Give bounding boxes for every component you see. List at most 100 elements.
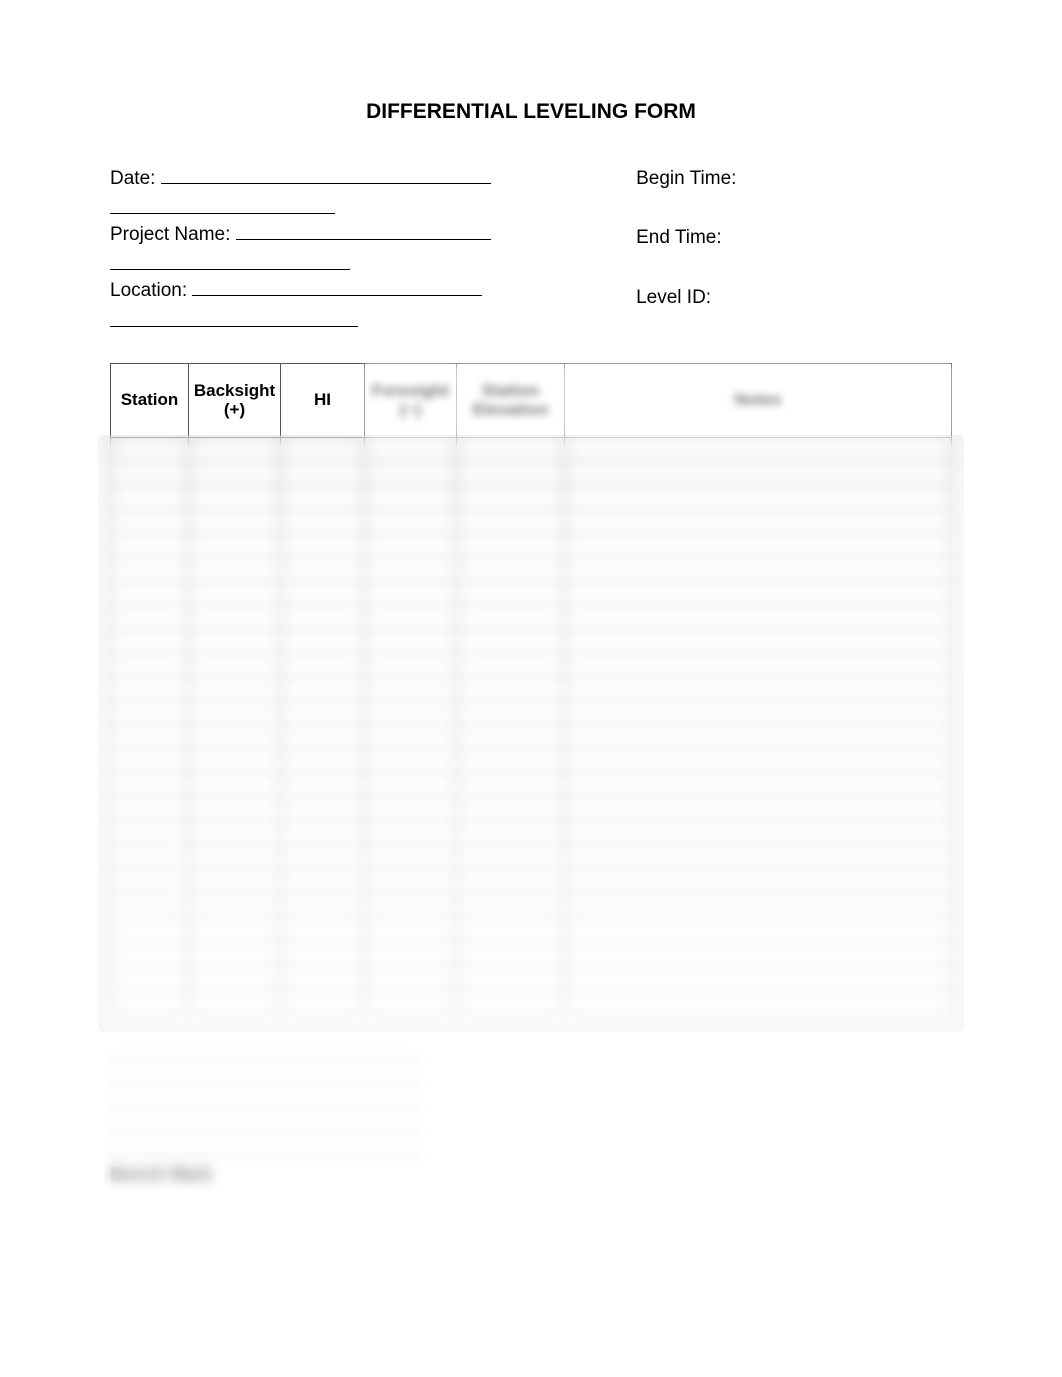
- table-cell: [365, 509, 457, 533]
- location-blank-line2: [110, 310, 358, 327]
- table-cell: [111, 629, 189, 653]
- header-fields: Date: Project Name: Location: Begin Time…: [110, 164, 952, 333]
- table-cell: [565, 989, 952, 1013]
- col-header-notes: Notes: [565, 363, 952, 437]
- table-cell: [189, 605, 281, 629]
- table-row: [111, 677, 952, 701]
- table-row: [111, 581, 952, 605]
- table-cell: [281, 797, 365, 821]
- table-cell: [111, 749, 189, 773]
- table-cell: [281, 533, 365, 557]
- table-cell: [565, 725, 952, 749]
- date-label: Date:: [110, 168, 155, 189]
- table-cell: [565, 533, 952, 557]
- table-row: [111, 773, 952, 797]
- table-cell: [565, 629, 952, 653]
- table-cell: [365, 941, 457, 965]
- location-label: Location:: [110, 280, 187, 301]
- table-row: [111, 893, 952, 917]
- table-row: [111, 509, 952, 533]
- table-row: [111, 821, 952, 845]
- table-row: [111, 437, 952, 461]
- table-cell: [565, 773, 952, 797]
- table-cell: [281, 485, 365, 509]
- table-cell: [111, 893, 189, 917]
- table-cell: [457, 893, 565, 917]
- table-cell: [189, 533, 281, 557]
- col-header-station: Station: [111, 363, 189, 437]
- table-cell: [457, 773, 565, 797]
- table-cell: [111, 797, 189, 821]
- table-cell: [281, 509, 365, 533]
- table-cell: [111, 725, 189, 749]
- level-id-label: Level ID:: [636, 287, 711, 308]
- col-header-station-text: Station: [121, 390, 179, 409]
- table-cell: [281, 677, 365, 701]
- table-cell: [281, 581, 365, 605]
- table-cell: [111, 845, 189, 869]
- table-row: [111, 989, 952, 1013]
- footer-blank-line: [110, 1140, 420, 1156]
- table-cell: [565, 821, 952, 845]
- table-cell: [189, 485, 281, 509]
- table-cell: [189, 845, 281, 869]
- table-row: [111, 797, 952, 821]
- table-row: [111, 461, 952, 485]
- table-cell: [189, 677, 281, 701]
- table-cell: [457, 677, 565, 701]
- table-cell: [457, 653, 565, 677]
- table-cell: [565, 677, 952, 701]
- table-cell: [457, 485, 565, 509]
- table-cell: [365, 749, 457, 773]
- data-sheet: Station Backsight (+) HI Foresight (−) S…: [110, 363, 952, 1014]
- table-cell: [457, 581, 565, 605]
- table-cell: [111, 461, 189, 485]
- end-time-field: End Time:: [636, 223, 952, 252]
- table-cell: [457, 533, 565, 557]
- table-cell: [565, 485, 952, 509]
- table-cell: [365, 581, 457, 605]
- table-cell: [189, 917, 281, 941]
- table-cell: [565, 581, 952, 605]
- table-cell: [565, 941, 952, 965]
- footer-block: Bench Mark: [110, 1044, 420, 1185]
- col-header-notes-text: Notes: [734, 390, 781, 409]
- table-cell: [365, 989, 457, 1013]
- table-cell: [365, 965, 457, 989]
- table-cell: [111, 869, 189, 893]
- table-row: [111, 941, 952, 965]
- table-cell: [565, 605, 952, 629]
- table-cell: [189, 557, 281, 581]
- table-row: [111, 701, 952, 725]
- form-title: DIFFERENTIAL LEVELING FORM: [110, 100, 952, 124]
- date-blank-line2: [110, 197, 335, 214]
- table-cell: [111, 701, 189, 725]
- table-cell: [189, 581, 281, 605]
- table-cell: [189, 893, 281, 917]
- table-cell: [281, 653, 365, 677]
- table-cell: [457, 869, 565, 893]
- table-cell: [365, 773, 457, 797]
- table-body: [111, 437, 952, 1013]
- table-cell: [457, 461, 565, 485]
- location-blank: [192, 277, 482, 297]
- begin-time-field: Begin Time:: [636, 164, 952, 193]
- table-cell: [365, 797, 457, 821]
- table-cell: [189, 509, 281, 533]
- date-field: Date:: [110, 164, 496, 193]
- table-cell: [457, 965, 565, 989]
- table-cell: [189, 725, 281, 749]
- table-cell: [281, 917, 365, 941]
- table-cell: [111, 557, 189, 581]
- footer-blank-line: [110, 1044, 420, 1060]
- table-cell: [281, 725, 365, 749]
- table-cell: [365, 557, 457, 581]
- table-cell: [281, 773, 365, 797]
- table-cell: [565, 461, 952, 485]
- table-cell: [365, 485, 457, 509]
- table-cell: [565, 845, 952, 869]
- table-cell: [457, 917, 565, 941]
- table-cell: [111, 989, 189, 1013]
- table-row: [111, 605, 952, 629]
- table-cell: [281, 893, 365, 917]
